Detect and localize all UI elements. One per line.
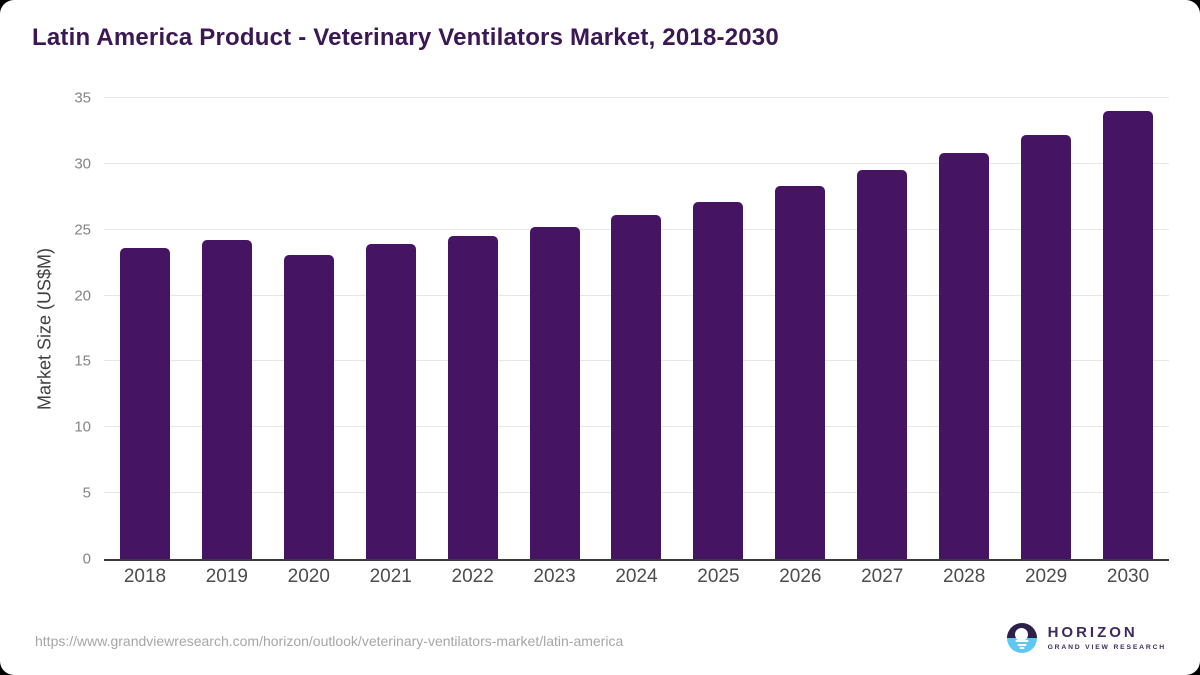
gridline-35 xyxy=(104,97,1169,98)
bar-2029[interactable] xyxy=(1021,134,1072,559)
gridline-30 xyxy=(104,162,1169,164)
bar-2018[interactable] xyxy=(119,248,170,559)
logo-reflection-line xyxy=(1017,643,1027,646)
bar-2019[interactable] xyxy=(201,240,252,559)
y-axis-tick-35: 35 xyxy=(74,89,91,107)
bar-2020[interactable] xyxy=(283,254,334,559)
bar-slot-2025 xyxy=(677,98,759,559)
y-axis-tick-30: 30 xyxy=(74,155,91,173)
horizon-logo: HORIZON GRAND VIEW RESEARCH xyxy=(1006,623,1166,653)
bar-series xyxy=(104,98,1169,559)
bar-2030[interactable] xyxy=(1103,111,1154,559)
x-axis-label-2018: 2018 xyxy=(123,566,167,587)
bar-slot-2021 xyxy=(350,98,432,559)
logo-sun-shape xyxy=(1015,627,1029,641)
bar-2022[interactable] xyxy=(447,236,498,559)
logo-reflection-line xyxy=(1015,639,1029,642)
bar-2027[interactable] xyxy=(857,170,908,559)
x-axis-label-2025: 2025 xyxy=(697,566,740,587)
x-axis-label-2029: 2029 xyxy=(1024,566,1068,587)
logo-subtitle: GRAND VIEW RESEARCH xyxy=(1047,644,1166,651)
bar-2023[interactable] xyxy=(529,227,580,559)
x-axis-label-2027: 2027 xyxy=(861,566,904,587)
bar-2028[interactable] xyxy=(939,153,990,559)
y-axis-tick-5: 5 xyxy=(82,484,91,502)
plot-area: 0 5 10 15 20 25 30 35 xyxy=(74,90,1169,568)
y-axis-tick-25: 25 xyxy=(74,221,91,239)
bar-slot-2020 xyxy=(268,98,350,559)
x-axis-label-2024: 2024 xyxy=(615,566,658,587)
y-axis-title: Market Size (US$M) xyxy=(34,247,55,411)
y-axis-tick-10: 10 xyxy=(74,418,91,436)
x-axis-label-2030: 2030 xyxy=(1106,566,1150,587)
bar-slot-2022 xyxy=(432,98,514,559)
bar-2025[interactable] xyxy=(693,202,744,559)
bar-slot-2023 xyxy=(514,98,596,559)
y-axis-tick-20: 20 xyxy=(74,287,91,305)
logo-title: HORIZON xyxy=(1047,624,1138,641)
bar-slot-2028 xyxy=(923,98,1005,559)
bar-2026[interactable] xyxy=(775,186,826,559)
x-axis-label-2021: 2021 xyxy=(369,566,412,587)
y-axis-tick-15: 15 xyxy=(74,352,91,370)
bar-slot-2018 xyxy=(104,98,186,559)
bar-2021[interactable] xyxy=(365,244,416,559)
x-axis-label-2019: 2019 xyxy=(205,566,249,587)
bar-slot-2027 xyxy=(841,98,923,559)
x-axis-label-2026: 2026 xyxy=(779,566,822,587)
horizon-logo-icon xyxy=(1006,623,1037,653)
bar-2024[interactable] xyxy=(611,215,662,559)
chart-title: Latin America Product - Veterinary Venti… xyxy=(32,24,779,51)
bar-slot-2029 xyxy=(1005,98,1087,559)
logo-text: HORIZON GRAND VIEW RESEARCH xyxy=(1047,624,1166,651)
bar-slot-2026 xyxy=(759,98,841,559)
y-axis-tick-0: 0 xyxy=(82,550,91,568)
x-axis-label-2020: 2020 xyxy=(287,566,330,587)
x-axis-label-2023: 2023 xyxy=(533,566,576,587)
bar-slot-2030 xyxy=(1087,98,1169,559)
source-url: https://www.grandviewresearch.com/horizo… xyxy=(35,633,624,649)
bar-slot-2024 xyxy=(596,98,678,559)
x-axis-label-2022: 2022 xyxy=(451,566,494,587)
x-axis: 2018 2019 2020 2021 2022 2023 2024 2025 2026 2027… xyxy=(104,566,1169,588)
x-axis-label-2028: 2028 xyxy=(943,566,986,587)
bar-slot-2019 xyxy=(186,98,268,559)
logo-reflection-line xyxy=(1019,647,1025,649)
